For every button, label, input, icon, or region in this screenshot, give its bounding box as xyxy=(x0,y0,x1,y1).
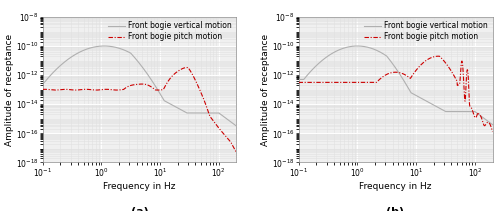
Legend: Front bogie vertical motion, Front bogie pitch motion: Front bogie vertical motion, Front bogie… xyxy=(364,21,488,42)
Legend: Front bogie vertical motion, Front bogie pitch motion: Front bogie vertical motion, Front bogie… xyxy=(108,21,232,42)
Y-axis label: Amplitude of receptance: Amplitude of receptance xyxy=(5,34,14,146)
X-axis label: Frequency in Hz: Frequency in Hz xyxy=(103,182,176,191)
Title: (a): (a) xyxy=(130,207,148,211)
Title: (b): (b) xyxy=(386,207,404,211)
Y-axis label: Amplitude of receptance: Amplitude of receptance xyxy=(261,34,270,146)
X-axis label: Frequency in Hz: Frequency in Hz xyxy=(360,182,432,191)
